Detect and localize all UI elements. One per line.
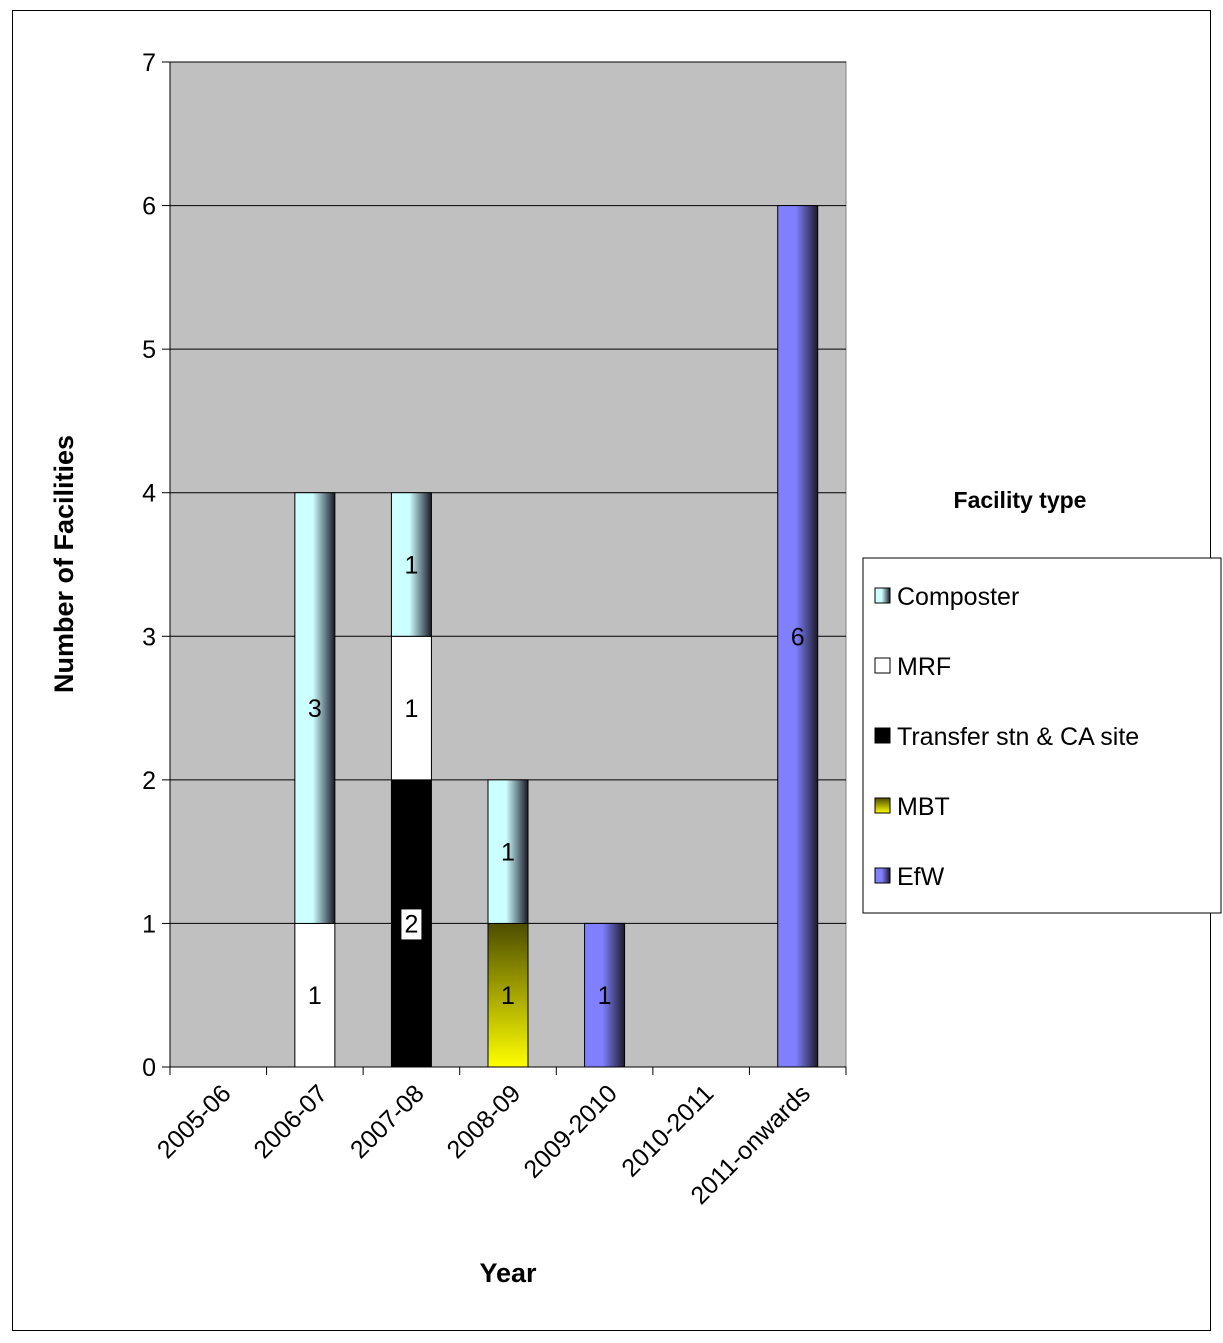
bar-composter-2008-09 bbox=[487, 779, 529, 924]
x-tick-label-2006-07: 2006-07 bbox=[248, 1079, 333, 1164]
data-label-composter-2008-09: 1 bbox=[501, 839, 515, 867]
legend-box bbox=[862, 557, 1222, 914]
data-label-mrf-2007-08: 1 bbox=[404, 695, 418, 723]
y-tick-label: 2 bbox=[142, 767, 156, 795]
data-label-transfer-stn-ca-site-2007-08: 2 bbox=[404, 910, 418, 938]
data-label-composter-2007-08: 1 bbox=[404, 552, 418, 580]
y-tick-label: 5 bbox=[142, 336, 156, 364]
x-tick-label-2005-06: 2005-06 bbox=[152, 1079, 237, 1164]
bar-composter-2006-07 bbox=[294, 492, 336, 924]
data-label-efw-2011-onwards: 6 bbox=[791, 623, 805, 651]
bar-mbt-2008-09 bbox=[487, 922, 529, 1068]
bars: 1 3 2 1 1 1 1 1 6 bbox=[294, 205, 819, 1068]
data-label-mrf-2006-07: 1 bbox=[308, 982, 322, 1010]
bar-mrf-2006-07 bbox=[294, 922, 336, 1068]
data-label-mbt-2008-09: 1 bbox=[501, 982, 515, 1010]
legend-label-transfer-stn-ca-site: Transfer stn & CA site bbox=[897, 723, 1139, 751]
legend-label-mbt: MBT bbox=[897, 793, 950, 821]
bar-composter-2007-08 bbox=[390, 492, 432, 637]
data-label-efw-2009-2010: 1 bbox=[598, 982, 612, 1010]
data-label-bg bbox=[401, 909, 422, 940]
y-tick-label: 1 bbox=[142, 910, 156, 938]
legend-label-efw: EfW bbox=[897, 863, 945, 891]
data-label-composter-2006-07: 3 bbox=[308, 695, 322, 723]
y-tick-label: 6 bbox=[142, 193, 156, 221]
bar-efw-2011-onwards bbox=[777, 205, 819, 1068]
y-tick-label: 4 bbox=[142, 480, 156, 508]
x-tick-label-2009-2010: 2009-2010 bbox=[518, 1079, 622, 1183]
y-axis-title: Number of Facilities bbox=[49, 435, 79, 693]
legend-label-composter: Composter bbox=[897, 583, 1019, 611]
legend-swatch-mrf bbox=[874, 657, 891, 674]
x-tick-label-2008-09: 2008-09 bbox=[442, 1079, 527, 1164]
x-axis-title: Year bbox=[479, 1258, 537, 1288]
legend-swatch-mbt bbox=[874, 797, 891, 814]
legend-label-mrf: MRF bbox=[897, 653, 951, 681]
legend: Composter MRF Transfer stn & CA site MBT EfW bbox=[862, 557, 1222, 914]
y-tick-label: 3 bbox=[142, 623, 156, 651]
y-tick-label: 7 bbox=[142, 49, 156, 77]
legend-swatch-efw bbox=[874, 867, 891, 884]
x-tick-label-2010-2011: 2010-2011 bbox=[616, 1079, 719, 1182]
legend-title: Facility type bbox=[954, 487, 1087, 513]
x-tick-label-2007-08: 2007-08 bbox=[345, 1079, 430, 1164]
bar-efw-2009-2010 bbox=[584, 922, 626, 1068]
bar-mrf-2007-08 bbox=[390, 635, 432, 781]
legend-swatch-transfer-stn-ca-site bbox=[874, 727, 891, 744]
y-tick-label: 0 bbox=[142, 1054, 156, 1082]
legend-swatch-composter bbox=[874, 587, 891, 604]
